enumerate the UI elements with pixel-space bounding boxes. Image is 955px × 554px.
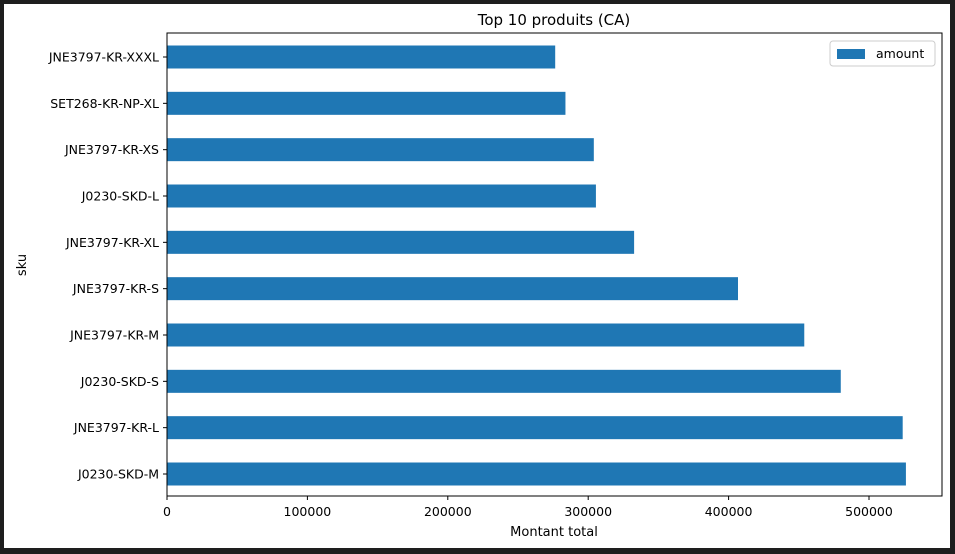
plot-frame (166, 32, 943, 497)
legend-box (829, 40, 936, 67)
bar-J0230-SKD-S (167, 369, 841, 393)
x-tick-label: 0 (163, 504, 171, 519)
legend: amount (829, 40, 936, 67)
bars-layer (167, 45, 906, 486)
chart-figure: Top 10 produits (CA) JNE3797-KR-XXXL SET2… (4, 4, 950, 548)
bar-SET268-KR-NP-XL (167, 91, 566, 115)
x-tick-label: 300000 (564, 504, 612, 519)
bar-JNE3797-KR-S (167, 277, 739, 301)
bar-JNE3797-KR-XS (167, 138, 594, 162)
x-axis-label: Montant total (510, 525, 598, 540)
y-tick-label: JNE3797-KR-S (72, 281, 159, 296)
chart-title: Top 10 produits (CA) (477, 11, 631, 29)
bar-JNE3797-KR-L (167, 416, 903, 440)
y-tick-label: J0230-SKD-S (80, 374, 159, 389)
bar-JNE3797-KR-XL (167, 230, 635, 254)
y-tick-label: JNE3797-KR-XXXL (48, 50, 159, 65)
y-tick-label: JNE3797-KR-XL (65, 235, 159, 250)
y-tick-label: J0230-SKD-M (77, 467, 159, 482)
x-tick-label: 500000 (845, 504, 893, 519)
y-axis: JNE3797-KR-XXXL SET268-KR-NP-XL JNE3797-KR… (48, 50, 167, 482)
y-tick-label: JNE3797-KR-M (69, 328, 159, 343)
bar-JNE3797-KR-M (167, 323, 805, 347)
y-axis-label: sku (15, 254, 30, 276)
y-tick-label: J0230-SKD-L (81, 189, 159, 204)
x-tick-label: 400000 (705, 504, 753, 519)
x-tick-label: 100000 (284, 504, 332, 519)
legend-label: amount (876, 46, 924, 61)
x-tick-label: 200000 (424, 504, 472, 519)
y-tick-label: JNE3797-KR-XS (64, 142, 159, 157)
y-tick-label: JNE3797-KR-L (73, 420, 159, 435)
bar-JNE3797-KR-XXXL (167, 45, 556, 69)
x-axis: 0 100000 200000 300000 400000 500000 (163, 496, 893, 519)
bar-J0230-SKD-L (167, 184, 596, 208)
legend-swatch (837, 49, 865, 59)
bar-J0230-SKD-M (167, 462, 906, 486)
bar-chart: Top 10 produits (CA) JNE3797-KR-XXXL SET2… (15, 11, 943, 540)
y-tick-label: SET268-KR-NP-XL (50, 96, 159, 111)
